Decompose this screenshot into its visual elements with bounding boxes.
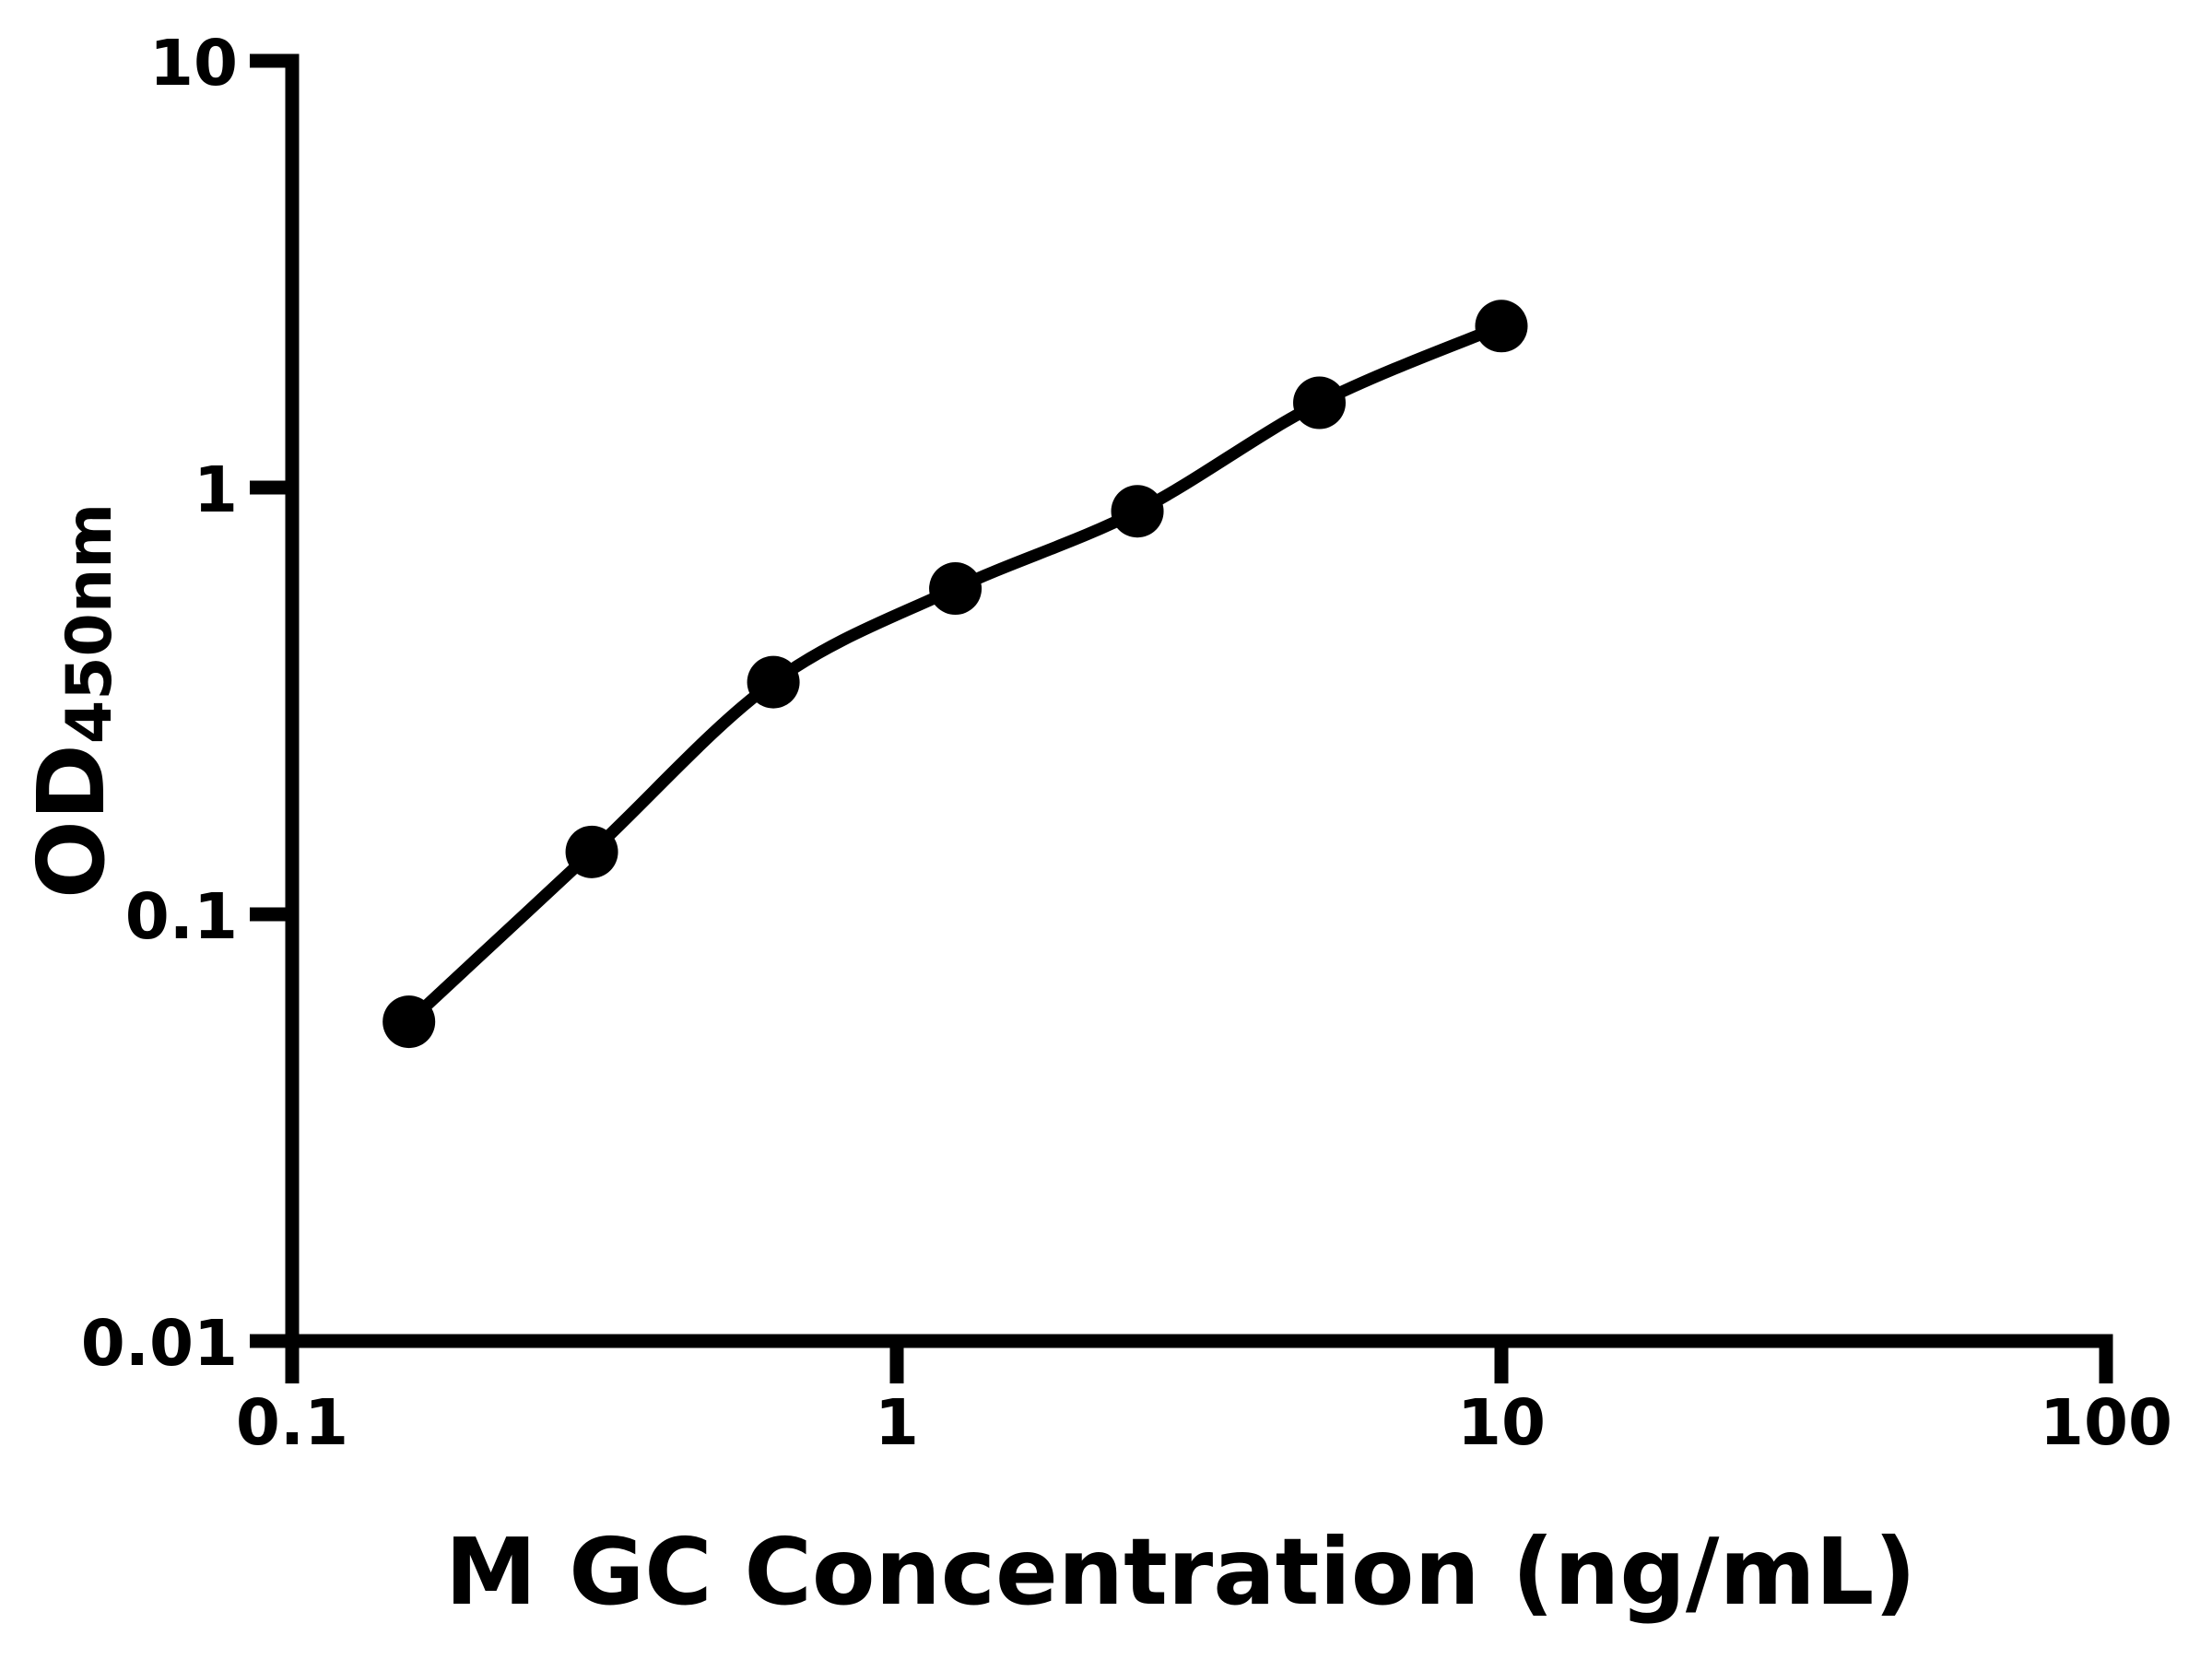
axes: [285, 53, 2113, 1348]
y-tick-label: 10: [149, 27, 238, 100]
data-point: [1111, 485, 1164, 538]
x-tick-label: 10: [1457, 1386, 1546, 1460]
data-point: [1293, 376, 1347, 429]
y-tick-label: 0.1: [125, 880, 238, 954]
x-axis-title: M GC Concentration (ng/mL): [445, 1518, 1916, 1626]
data-point: [565, 825, 618, 878]
y-axis-title-main: OD: [18, 744, 125, 899]
x-axis-tick-labels: 0.1 1 10 100: [236, 1386, 2172, 1460]
y-axis-title-subscript: 450nm: [53, 503, 126, 744]
y-tick-label: 1: [194, 453, 238, 527]
x-tick-label: 1: [875, 1386, 919, 1460]
fit-curve: [403, 320, 1508, 1029]
y-tick-label: 0.01: [81, 1307, 238, 1381]
x-tick-label: 100: [2040, 1386, 2172, 1460]
data-point: [929, 562, 982, 616]
y-axis-title: OD450nm: [18, 503, 126, 899]
data-point: [747, 655, 800, 709]
x-tick-label: 0.1: [236, 1386, 348, 1460]
x-axis-ticks: [285, 1341, 2113, 1383]
y-axis-ticks: [250, 53, 292, 1348]
y-axis-tick-labels: 0.01 0.1 1 10: [81, 27, 238, 1381]
data-points: [382, 300, 1528, 1049]
data-point: [1475, 300, 1528, 353]
data-point: [382, 995, 436, 1049]
